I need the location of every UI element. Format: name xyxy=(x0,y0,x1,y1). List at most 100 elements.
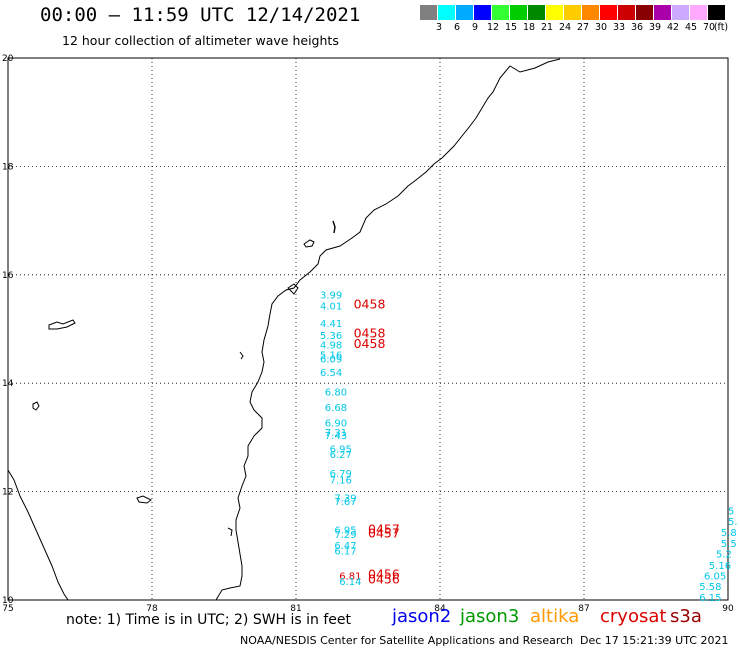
wave-height-value: 6.68 xyxy=(325,403,347,414)
legend-label: 30 xyxy=(594,22,608,33)
satellite-name-cryosat: cryosat xyxy=(600,606,667,627)
legend-swatch xyxy=(672,5,689,20)
legend-label: 3 xyxy=(435,22,443,33)
legend-swatch xyxy=(636,5,653,20)
wave-height-value: 0458 xyxy=(354,336,386,351)
legend-label: 21 xyxy=(540,22,554,33)
satellite-name-s3a: s3a xyxy=(670,606,702,627)
wave-height-value: 6.47 xyxy=(334,541,356,552)
legend-swatch xyxy=(546,5,563,20)
island-outline xyxy=(136,495,152,504)
wave-height-value: 6.95 xyxy=(330,445,352,456)
legend-unit: (ft) xyxy=(713,22,729,33)
wave-height-value: 6.54 xyxy=(320,368,342,379)
legend-label: 15 xyxy=(504,22,518,33)
wave-height-value: 0458 xyxy=(354,296,386,311)
wave-height-value: 6.80 xyxy=(325,388,347,399)
legend-swatch xyxy=(582,5,599,20)
wave-height-value: 7.67 xyxy=(334,497,356,508)
legend-label: 36 xyxy=(630,22,644,33)
legend-label: 27 xyxy=(576,22,590,33)
legend-label: 9 xyxy=(471,22,479,33)
wave-height-value: 7.43 xyxy=(325,431,347,442)
legend-swatch xyxy=(600,5,617,20)
legend-swatch xyxy=(528,5,545,20)
wave-height-value: 5. xyxy=(728,517,738,528)
map-frame xyxy=(7,57,729,601)
wave-height-value: 0457 xyxy=(368,526,400,541)
legend-swatch xyxy=(438,5,455,20)
wave-height-value: 7.31 xyxy=(325,428,347,439)
wave-height-value: 0457 xyxy=(368,521,400,536)
wave-height-value: 4.41 xyxy=(320,319,342,330)
legend-swatch xyxy=(690,5,707,20)
wave-height-value: 5 xyxy=(728,506,734,517)
legend-swatch xyxy=(456,5,473,20)
map-title: 00:00 – 11:59 UTC 12/14/2021 xyxy=(40,4,361,26)
wave-height-value: 5.5 xyxy=(721,539,737,550)
legend-label: 18 xyxy=(522,22,536,33)
legend-swatch xyxy=(564,5,581,20)
wave-height-value: 6.15 xyxy=(699,593,721,604)
island-outline xyxy=(227,527,233,537)
legend-label: 42 xyxy=(666,22,680,33)
longitude-label: 87 xyxy=(578,604,589,614)
wave-height-value: 7.16 xyxy=(330,475,352,486)
island-outline xyxy=(48,319,76,330)
legend-label: 12 xyxy=(486,22,500,33)
wave-height-value: 6.81 xyxy=(339,571,361,582)
longitude-label: 81 xyxy=(290,604,301,614)
legend-label: 6 xyxy=(453,22,461,33)
longitude-label: 78 xyxy=(146,604,158,614)
india-east-coastline xyxy=(215,58,561,601)
wave-height-value: 7.39 xyxy=(334,493,356,504)
legend-swatch xyxy=(420,5,437,20)
wave-height-value: 6.79 xyxy=(330,469,352,480)
wave-height-value: 0458 xyxy=(354,326,386,341)
legend-label: 45 xyxy=(684,22,698,33)
legend-swatch xyxy=(510,5,527,20)
wave-height-value: 6.14 xyxy=(339,577,361,588)
wave-height-value: 4.01 xyxy=(320,301,342,312)
island-outline xyxy=(239,351,244,360)
latitude-label: 14 xyxy=(2,379,14,389)
island-outline xyxy=(332,220,336,234)
legend-label: 70 xyxy=(702,22,716,33)
legend-swatch xyxy=(618,5,635,20)
satellite-name-altika: altika xyxy=(530,606,580,627)
legend-label: 39 xyxy=(648,22,662,33)
wave-height-value: 4.98 xyxy=(320,341,342,352)
credit-text: NOAA/NESDIS Center for Satellite Applica… xyxy=(240,634,574,647)
river-delta-outline xyxy=(287,283,299,295)
legend-swatch xyxy=(654,5,671,20)
legend-label: 24 xyxy=(558,22,572,33)
west-coastline xyxy=(7,469,69,601)
wave-height-value: 5.16 xyxy=(709,561,731,572)
wave-height-value: 6.17 xyxy=(334,546,356,557)
latitude-label: 16 xyxy=(2,271,14,281)
latitude-label: 20 xyxy=(2,54,14,64)
wave-height-value: 7.29 xyxy=(334,530,356,541)
wave-height-value: 6.05 xyxy=(704,571,726,582)
wave-height-value: 5.8 xyxy=(721,528,737,539)
satellite-name-jason2: jason2 xyxy=(392,606,452,627)
wave-height-value: 6.27 xyxy=(330,450,352,461)
wave-height-value: 6.09 xyxy=(320,355,342,366)
longitude-label: 84 xyxy=(434,604,446,614)
longitude-label: 75 xyxy=(2,604,13,614)
generated-date: Dec 17 15:21:39 UTC 2021 xyxy=(580,634,729,647)
satellite-name-jason3: jason3 xyxy=(460,606,520,627)
wave-height-value: 5.36 xyxy=(320,331,342,342)
wave-height-value: 3.99 xyxy=(320,291,342,302)
map-subtitle: 12 hour collection of altimeter wave hei… xyxy=(62,33,339,48)
wave-height-value: 5.2 xyxy=(716,550,732,561)
island-outline xyxy=(32,401,40,411)
legend-swatch xyxy=(492,5,509,20)
latitude-label: 18 xyxy=(2,162,14,172)
wave-height-value: 5.58 xyxy=(699,582,721,593)
longitude-label: 90 xyxy=(722,604,734,614)
latitude-label: 10 xyxy=(2,596,14,606)
wave-height-value: 6.95 xyxy=(334,525,356,536)
legend-swatch xyxy=(708,5,725,20)
